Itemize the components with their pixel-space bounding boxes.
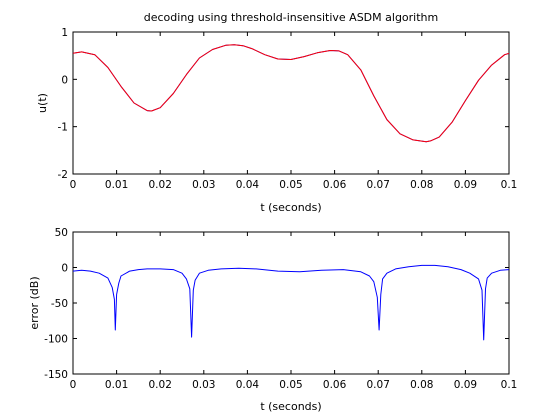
bottom-plot-ytick-label: -100 <box>44 334 68 346</box>
top-plot-xtick-label: 0.03 <box>192 179 215 191</box>
bottom-plot-xtick-label: 0.03 <box>192 379 215 391</box>
bottom-plot-xtick-label: 0.09 <box>454 379 477 391</box>
top-plot-ytick-label: 0 <box>61 74 68 86</box>
bottom-plot-ytick-label: 50 <box>55 227 68 239</box>
top-plot: decoding using threshold-insensitive ASD… <box>36 11 517 214</box>
top-plot-xtick-label: 0 <box>70 179 77 191</box>
top-plot-xtick-label: 0.05 <box>279 179 302 191</box>
top-plot-ytick-label: -1 <box>58 122 68 134</box>
bottom-plot-ylabel: error (dB) <box>28 276 41 329</box>
top-plot-ticks: 0 0.01 0.02 0.03 0.04 0.05 0.06 0.07 0.08 0.09 0.1… <box>58 27 518 191</box>
top-plot-xtick-label: 0.01 <box>105 179 128 191</box>
bottom-plot-series <box>72 264 510 341</box>
bottom-plot-xlabel: t (seconds) <box>260 400 321 413</box>
top-plot-xtick-label: 0.06 <box>323 179 347 191</box>
bottom-plot-series-line-0 <box>72 264 510 341</box>
bottom-plot-ytick-label: 0 <box>61 263 68 275</box>
top-plot-xtick-label: 0.04 <box>236 179 260 191</box>
top-plot-xtick-label: 0.02 <box>149 179 172 191</box>
bottom-plot-xtick-label: 0.1 <box>501 379 518 391</box>
top-plot-xtick-label: 0.07 <box>367 179 390 191</box>
top-plot-xtick-label: 0.09 <box>454 179 477 191</box>
bottom-plot-xtick-label: 0.06 <box>323 379 347 391</box>
bottom-plot-xtick-label: 0.02 <box>149 379 172 391</box>
bottom-plot-xtick-label: 0.08 <box>410 379 433 391</box>
bottom-plot-ytick-label: -50 <box>51 298 68 310</box>
bottom-plot-ytick-label: -150 <box>44 369 68 381</box>
bottom-plot-ticks: 0 0.01 0.02 0.03 0.04 0.05 0.06 0.07 0.08 0.09 0.1… <box>44 227 517 391</box>
bottom-plot-xtick-label: 0.05 <box>279 379 302 391</box>
top-plot-series-line-1 <box>72 44 510 143</box>
top-plot-ylabel: u(t) <box>36 93 49 113</box>
bottom-plot-xtick-label: 0 <box>70 379 77 391</box>
top-plot-ytick-label: 1 <box>61 27 68 39</box>
bottom-plot: 0 0.01 0.02 0.03 0.04 0.05 0.06 0.07 0.08 0.09 0.1… <box>28 227 517 413</box>
top-plot-xlabel: t (seconds) <box>260 201 321 214</box>
bottom-plot-frame <box>72 231 510 375</box>
top-plot-xtick-label: 0.08 <box>410 179 433 191</box>
bottom-plot-xtick-label: 0.04 <box>236 379 260 391</box>
top-plot-xtick-label: 0.1 <box>501 179 518 191</box>
top-plot-title: decoding using threshold-insensitive ASD… <box>144 11 438 24</box>
top-plot-series <box>72 44 510 143</box>
bottom-plot-xtick-label: 0.07 <box>367 379 390 391</box>
bottom-plot-xtick-label: 0.01 <box>105 379 128 391</box>
top-plot-ytick-label: -2 <box>58 169 68 181</box>
top-plot-frame <box>72 31 510 175</box>
